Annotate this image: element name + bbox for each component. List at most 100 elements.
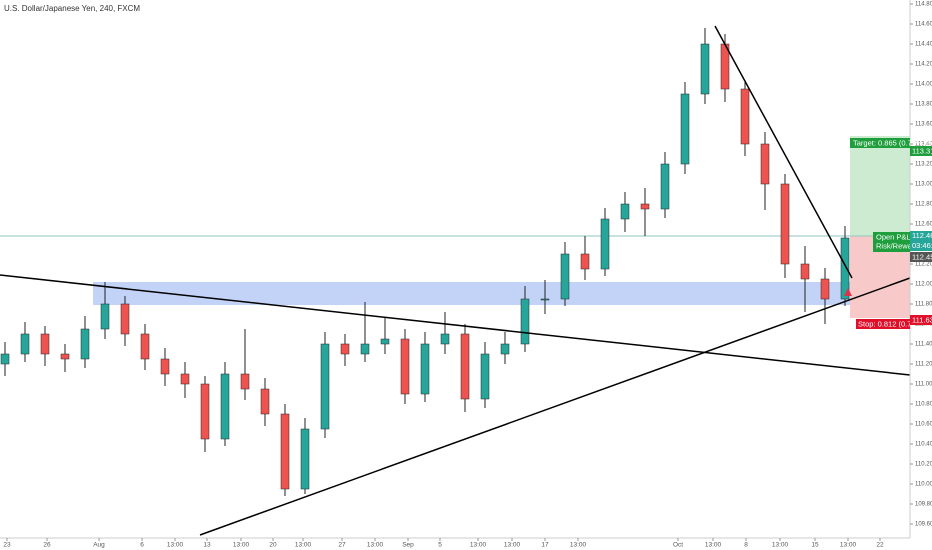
candle-body <box>620 203 630 220</box>
y-tick-label: 109.800 <box>915 502 932 508</box>
candle-body <box>20 333 30 355</box>
target-zone <box>850 136 910 236</box>
y-tick-label: 114.600 <box>915 22 932 28</box>
x-tick-label: 13:00 <box>504 542 521 549</box>
x-tick-label: 13:00 <box>772 542 789 549</box>
target-price-box <box>910 146 932 156</box>
x-tick-label: 13:00 <box>167 542 184 549</box>
arrow <box>844 288 852 296</box>
current-price-box <box>910 231 932 251</box>
x-tick-label: 13:00 <box>570 542 587 549</box>
stop-price-box <box>910 315 932 325</box>
x-tick-label: 8 <box>744 542 748 549</box>
candle-body <box>100 303 110 330</box>
candle-body <box>400 338 410 395</box>
countdown: 03:46:21 <box>912 241 932 250</box>
support-zone <box>93 282 865 305</box>
y-tick-label: 111.200 <box>915 362 932 368</box>
x-tick-label: 13:00 <box>233 542 250 549</box>
y-tick-label: 111.800 <box>915 302 932 308</box>
y-tick-label: 113.200 <box>915 162 932 168</box>
y-tick-label: 112.600 <box>915 222 932 228</box>
x-tick-label: 17 <box>541 542 549 549</box>
candles <box>0 28 850 496</box>
x-tick-label: 13:00 <box>295 542 312 549</box>
candle-body <box>40 333 50 355</box>
candle-body <box>480 353 490 400</box>
candle-body <box>220 373 230 440</box>
x-tick-label: 5 <box>438 542 442 549</box>
candle-body <box>740 88 750 145</box>
trend-line <box>714 25 853 279</box>
candle-body <box>840 237 850 300</box>
candle-body <box>540 298 550 301</box>
y-tick-label: 114.200 <box>915 62 932 68</box>
y-tick-label: 110.400 <box>915 442 932 448</box>
x-tick-label: 26 <box>43 542 51 549</box>
pnl-box <box>873 232 910 252</box>
x-tick-label: 13 <box>203 542 211 549</box>
y-tick-label: 110.000 <box>915 482 932 488</box>
candle-body <box>240 373 250 390</box>
candle-body <box>580 253 590 270</box>
open-pnl: Open P&L: 0.0 <box>876 232 925 241</box>
candle-body <box>560 253 570 300</box>
x-tick-label: 27 <box>338 542 346 549</box>
target-label-box <box>850 138 910 148</box>
y-tick-label: 113.000 <box>915 182 932 188</box>
candle-body <box>280 413 290 490</box>
y-tick-label: 110.200 <box>915 462 932 468</box>
target-label: Target: 0.865 (0.77%) 8 <box>853 138 931 147</box>
y-tick-label: 114.800 <box>915 2 932 8</box>
chart-title: U.S. Dollar/Japanese Yen, 240, FXCM <box>4 4 140 13</box>
y-tick-label: 114.400 <box>915 42 932 48</box>
candle-body <box>300 428 310 490</box>
last-price: 112.451 <box>912 252 932 261</box>
x-tick-label: 6 <box>140 542 144 549</box>
y-tick-label: 113.400 <box>915 142 932 148</box>
x-tick-label: Sep <box>402 542 414 549</box>
candle-body <box>820 278 830 300</box>
x-tick-label: 13:00 <box>840 542 857 549</box>
candle-body <box>60 353 70 360</box>
y-tick-label: 111.400 <box>915 342 932 348</box>
candle-body <box>520 298 530 345</box>
trend-line <box>199 277 911 536</box>
candle-body <box>160 358 170 375</box>
target-price: 113.316 <box>912 146 932 155</box>
x-tick-label: 13:00 <box>705 542 722 549</box>
candle-body <box>120 303 130 335</box>
last-price-box <box>910 252 932 262</box>
candle-body <box>180 373 190 385</box>
candle-body <box>200 383 210 440</box>
candle-body <box>440 333 450 345</box>
candle-body <box>260 388 270 415</box>
x-tick-label: Aug <box>93 542 105 549</box>
candle-body <box>780 183 790 265</box>
risk-reward: Risk/Reward <box>876 241 919 250</box>
x-tick-label: 23 <box>3 542 11 549</box>
candle-body <box>680 93 690 165</box>
trend-line <box>0 274 911 376</box>
candle-body <box>640 203 650 210</box>
y-tick-label: 113.600 <box>915 122 932 128</box>
stop-label-box <box>856 319 910 329</box>
y-tick-label: 114.000 <box>915 82 932 88</box>
candle-body <box>700 43 710 95</box>
y-tick-label: 112.800 <box>915 202 932 208</box>
candle-body <box>80 328 90 360</box>
candle-body <box>0 353 10 365</box>
y-tick-label: 109.600 <box>915 522 932 528</box>
candle-body <box>760 143 770 185</box>
candle-body <box>800 263 810 280</box>
y-tick-label: 112.200 <box>915 262 932 268</box>
candle-body <box>460 333 470 400</box>
candle-body <box>140 333 150 360</box>
x-tick-label: 13:00 <box>367 542 384 549</box>
y-tick-label: 110.600 <box>915 422 932 428</box>
stop-label: Stop: 0.812 (0.72%) 8 <box>858 319 931 328</box>
stop-price: 111.639 <box>912 315 932 324</box>
y-tick-label: 113.800 <box>915 102 932 108</box>
